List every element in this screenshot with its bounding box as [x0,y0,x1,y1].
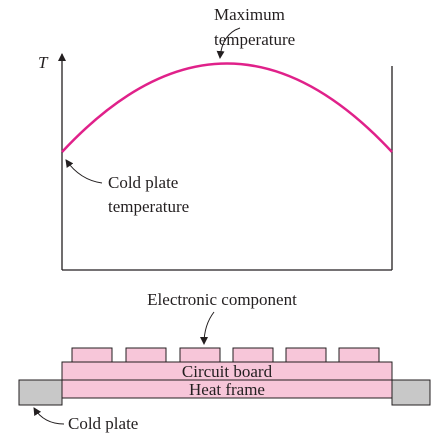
component-arrow [200,311,215,345]
max-label-line2: temperature [214,30,295,49]
max-arrow [216,27,241,59]
component [232,347,274,363]
components [71,347,380,363]
cold-plate-left [18,379,63,406]
component [71,347,113,363]
cold-temp-line1: Cold plate [108,173,178,192]
max-label-line1: Maximum [214,5,285,24]
axis-label: T [38,53,49,72]
component [285,347,327,363]
component [179,347,221,363]
circuit-board-label: Circuit board [182,362,273,381]
cold-plate-right [391,379,431,406]
heat-frame-label: Heat frame [189,380,265,399]
heat-frame [61,379,393,399]
component [338,347,380,363]
component-label: Electronic component [147,290,297,309]
temperature-curve [61,62,393,153]
cold-plate-label: Cold plate [68,414,138,433]
cold-plate-arrow [33,407,65,425]
cold-temp-line2: temperature [108,197,189,216]
component [125,347,167,363]
cold-temp-arrow [65,159,103,184]
